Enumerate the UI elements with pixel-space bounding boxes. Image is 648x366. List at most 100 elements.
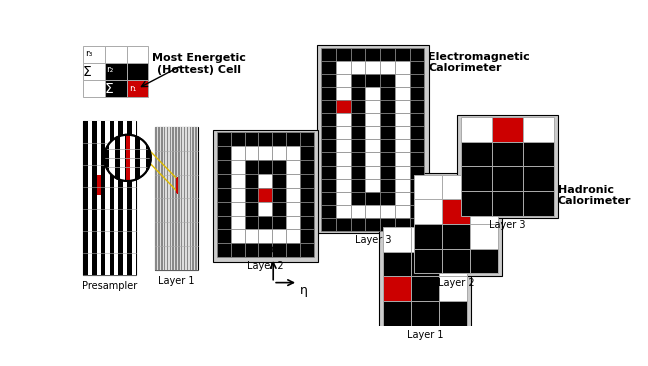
Bar (259, 132, 272, 146)
Bar (439, 227, 467, 252)
Bar (161, 127, 163, 269)
Bar (410, 192, 424, 205)
Bar (146, 135, 151, 181)
Bar (380, 165, 395, 179)
Bar (457, 115, 558, 218)
Bar (191, 127, 192, 269)
Bar (156, 127, 198, 269)
Bar (380, 126, 395, 139)
Bar (300, 243, 314, 257)
Bar (395, 113, 410, 126)
Bar (259, 216, 272, 229)
Bar (195, 127, 196, 269)
Bar (336, 192, 351, 205)
Bar (321, 74, 336, 87)
Bar (300, 160, 314, 174)
Bar (380, 139, 395, 153)
Bar (321, 48, 336, 61)
Bar (461, 167, 492, 191)
Bar (321, 192, 336, 205)
Bar (336, 126, 351, 139)
Bar (492, 142, 523, 167)
Bar (259, 174, 272, 188)
Bar (286, 174, 300, 188)
Bar (395, 179, 410, 192)
Text: Layer 2: Layer 2 (438, 278, 474, 288)
Bar (336, 100, 351, 113)
Bar (141, 135, 146, 181)
Bar (492, 117, 523, 142)
Bar (395, 100, 410, 113)
Bar (216, 174, 231, 188)
Bar (461, 117, 492, 142)
Bar (179, 127, 181, 269)
Bar (461, 142, 492, 167)
Bar (300, 132, 314, 146)
Bar (244, 160, 259, 174)
Bar (470, 199, 498, 224)
Bar (231, 146, 244, 160)
Bar (188, 127, 189, 269)
Bar (156, 127, 157, 269)
Bar (286, 146, 300, 160)
Bar (172, 127, 174, 269)
Bar (97, 175, 101, 195)
Bar (351, 74, 365, 87)
Bar (395, 153, 410, 165)
Bar (410, 205, 424, 218)
Bar (110, 135, 115, 181)
Bar (272, 202, 286, 216)
Bar (321, 126, 336, 139)
Bar (351, 113, 365, 126)
Bar (216, 202, 231, 216)
Bar (414, 199, 442, 224)
Bar (321, 100, 336, 113)
Bar (410, 218, 424, 231)
Bar (110, 121, 114, 275)
Bar (321, 218, 336, 231)
Bar (492, 191, 523, 216)
Bar (351, 126, 365, 139)
Bar (101, 121, 105, 275)
Bar (244, 216, 259, 229)
Bar (351, 61, 365, 74)
Bar (286, 188, 300, 202)
Text: r₃: r₃ (85, 49, 92, 58)
Bar (123, 121, 127, 275)
Bar (351, 192, 365, 205)
Bar (321, 87, 336, 100)
Bar (321, 179, 336, 192)
Bar (231, 216, 244, 229)
Text: φ: φ (266, 243, 273, 256)
Bar (120, 135, 125, 181)
Bar (395, 205, 410, 218)
Bar (84, 46, 105, 63)
Bar (189, 127, 191, 269)
Bar (231, 132, 244, 146)
Bar (410, 165, 424, 179)
Text: Hadronic
Calorimeter: Hadronic Calorimeter (558, 185, 631, 206)
Bar (119, 121, 123, 275)
Bar (523, 142, 554, 167)
Circle shape (104, 135, 151, 181)
Bar (351, 165, 365, 179)
Bar (84, 121, 136, 275)
Bar (127, 63, 148, 80)
Bar (414, 249, 442, 273)
Text: Σ: Σ (82, 66, 91, 79)
Bar (365, 48, 380, 61)
Bar (365, 165, 380, 179)
Bar (105, 121, 110, 275)
Bar (158, 127, 159, 269)
Bar (272, 132, 286, 146)
Bar (395, 87, 410, 100)
Bar (259, 146, 272, 160)
Bar (177, 177, 178, 194)
Bar (380, 100, 395, 113)
Bar (127, 121, 132, 275)
Bar (380, 87, 395, 100)
Bar (194, 127, 195, 269)
Bar (300, 146, 314, 160)
Bar (181, 127, 182, 269)
Bar (170, 127, 171, 269)
